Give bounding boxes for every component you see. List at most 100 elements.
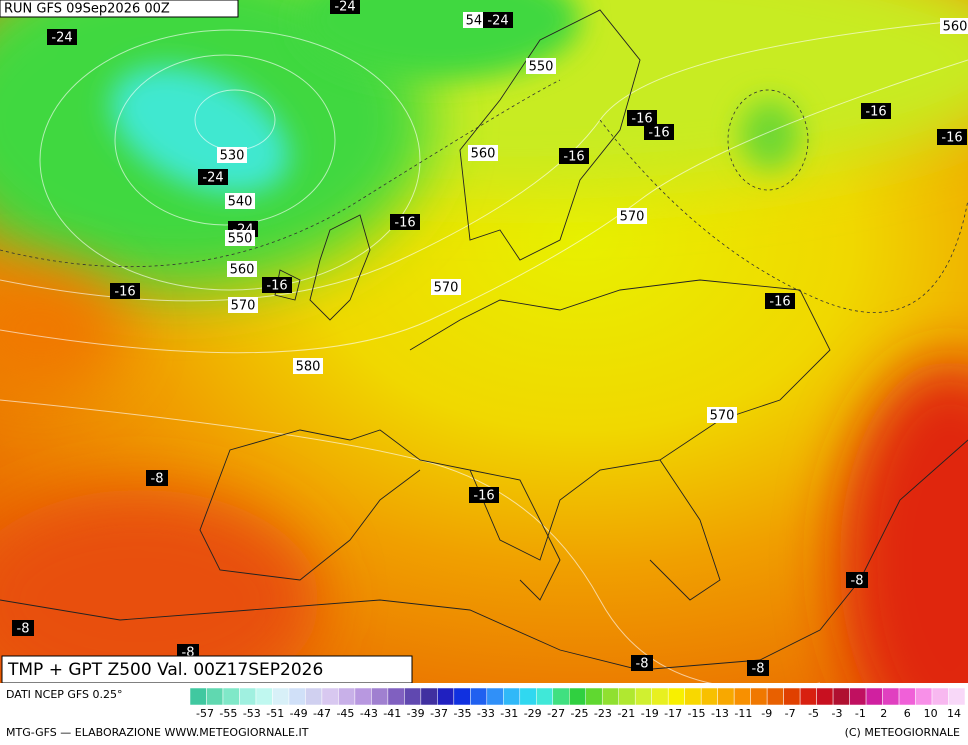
coastlines [0, 9, 968, 671]
colorbar-swatch [387, 687, 405, 706]
colorbar-label: -31 [500, 707, 518, 720]
colorbar-label: -1 [855, 707, 866, 720]
contour-label: -8 [636, 657, 649, 672]
colorbar-label: -47 [313, 707, 331, 720]
contour-label: -8 [851, 574, 864, 589]
colorbar-label: -15 [688, 707, 706, 720]
height-contours [0, 19, 968, 689]
run-label: RUN GFS 09Sep2026 00Z [4, 2, 170, 17]
contour-label: -24 [334, 0, 355, 15]
colorbar-label: 14 [947, 707, 961, 720]
colorbar-label: -37 [430, 707, 448, 720]
colorbar-swatch [634, 687, 652, 706]
colorbar-swatch [717, 687, 735, 706]
colorbar-swatch [552, 687, 570, 706]
colorbar-label: -51 [266, 707, 284, 720]
contour-label: -16 [114, 285, 135, 300]
colorbar-swatch [305, 687, 323, 706]
contour-label: -16 [769, 295, 790, 310]
colorbar-label: -23 [594, 707, 612, 720]
colorbar-swatch [255, 687, 273, 706]
label-box [227, 261, 257, 277]
colorbar-label: -25 [571, 707, 589, 720]
colorbar-swatch [437, 687, 455, 706]
colorbar-swatch [569, 687, 586, 706]
colorbar-label: -19 [641, 707, 659, 720]
colorbar-swatch [601, 687, 619, 706]
colorbar: -57 -55 -53 -51 -49 -47 -45 -43 -41 -39 -37 -35 -33-… [189, 687, 966, 720]
colorbar-swatch [618, 687, 636, 706]
colorbar-label: -53 [243, 707, 261, 720]
colorbar-label: -55 [219, 707, 237, 720]
colorbar-swatch [371, 687, 389, 706]
label-box [228, 297, 258, 313]
contour-label: -16 [941, 131, 962, 146]
colorbar-swatch [189, 687, 207, 706]
contour-label: -16 [394, 216, 415, 231]
colorbar-swatch [667, 687, 685, 706]
contour-label: 540 [228, 195, 253, 210]
contour-label: -16 [563, 150, 584, 165]
contour-label: 570 [710, 409, 735, 424]
run-box [0, 0, 239, 18]
colorbar-swatch [420, 687, 438, 706]
colorbar-swatch [206, 687, 224, 706]
contour-label: 560 [230, 263, 255, 278]
label-box [627, 110, 657, 126]
label-box [198, 169, 228, 185]
colorbar-label: -33 [477, 707, 495, 720]
colorbar-label: 10 [924, 707, 938, 720]
title-box [1, 655, 413, 684]
credit-text: MTG-GFS — ELABORAZIONE WWW.METEOGIORNALE… [6, 726, 309, 739]
label-box [390, 214, 420, 230]
contour-label: 570 [434, 281, 459, 296]
label-box [617, 208, 647, 224]
label-box [225, 193, 255, 209]
colorbar-swatch [519, 687, 537, 706]
colorbar-swatch [750, 687, 768, 706]
colorbar-label: -41 [383, 707, 401, 720]
label-box [468, 145, 498, 161]
contour-label: -24 [487, 14, 508, 29]
colorbar-label: -49 [290, 707, 308, 720]
colorbar-label: -27 [547, 707, 565, 720]
colorbar-swatch [288, 687, 306, 706]
colorbar-swatch [766, 687, 784, 706]
colorbar-swatch [222, 687, 240, 706]
colorbar-label: -43 [360, 707, 378, 720]
colorbar-swatch [865, 687, 883, 706]
label-box [293, 358, 323, 374]
colorbar-label: -9 [761, 707, 772, 720]
colorbar-label: -5 [808, 707, 819, 720]
colorbar-label: -39 [407, 707, 425, 720]
colorbar-swatch [898, 687, 916, 706]
colorbar-swatch [272, 687, 290, 706]
contour-label: 570 [231, 299, 256, 314]
copyright-text: (C) METEOGIORNALE [844, 726, 960, 739]
label-box [765, 293, 795, 309]
label-box [146, 470, 168, 486]
colorbar-swatch [816, 687, 834, 706]
label-box [861, 103, 891, 119]
colorbar-label: -35 [453, 707, 471, 720]
colorbar-swatch [321, 687, 339, 706]
label-box [469, 487, 499, 503]
colorbar-swatch [849, 687, 867, 706]
colorbar-swatch [536, 687, 554, 706]
contour-label: 530 [220, 149, 245, 164]
label-box [225, 230, 255, 246]
source-text: DATI NCEP GFS 0.25° [6, 688, 123, 701]
colorbar-label: -45 [336, 707, 354, 720]
contour-label: 550 [228, 232, 253, 247]
contour-label: -24 [51, 31, 72, 46]
colorbar-label: -57 [196, 707, 214, 720]
colorbar-swatch [453, 687, 471, 706]
label-box [262, 277, 292, 293]
contour-label: -24 [202, 171, 223, 186]
colorbar-label: -29 [524, 707, 542, 720]
colorbar-swatch [503, 687, 521, 706]
colorbar-label: -3 [831, 707, 842, 720]
label-box [937, 129, 967, 145]
colorbar-swatch [799, 687, 817, 706]
